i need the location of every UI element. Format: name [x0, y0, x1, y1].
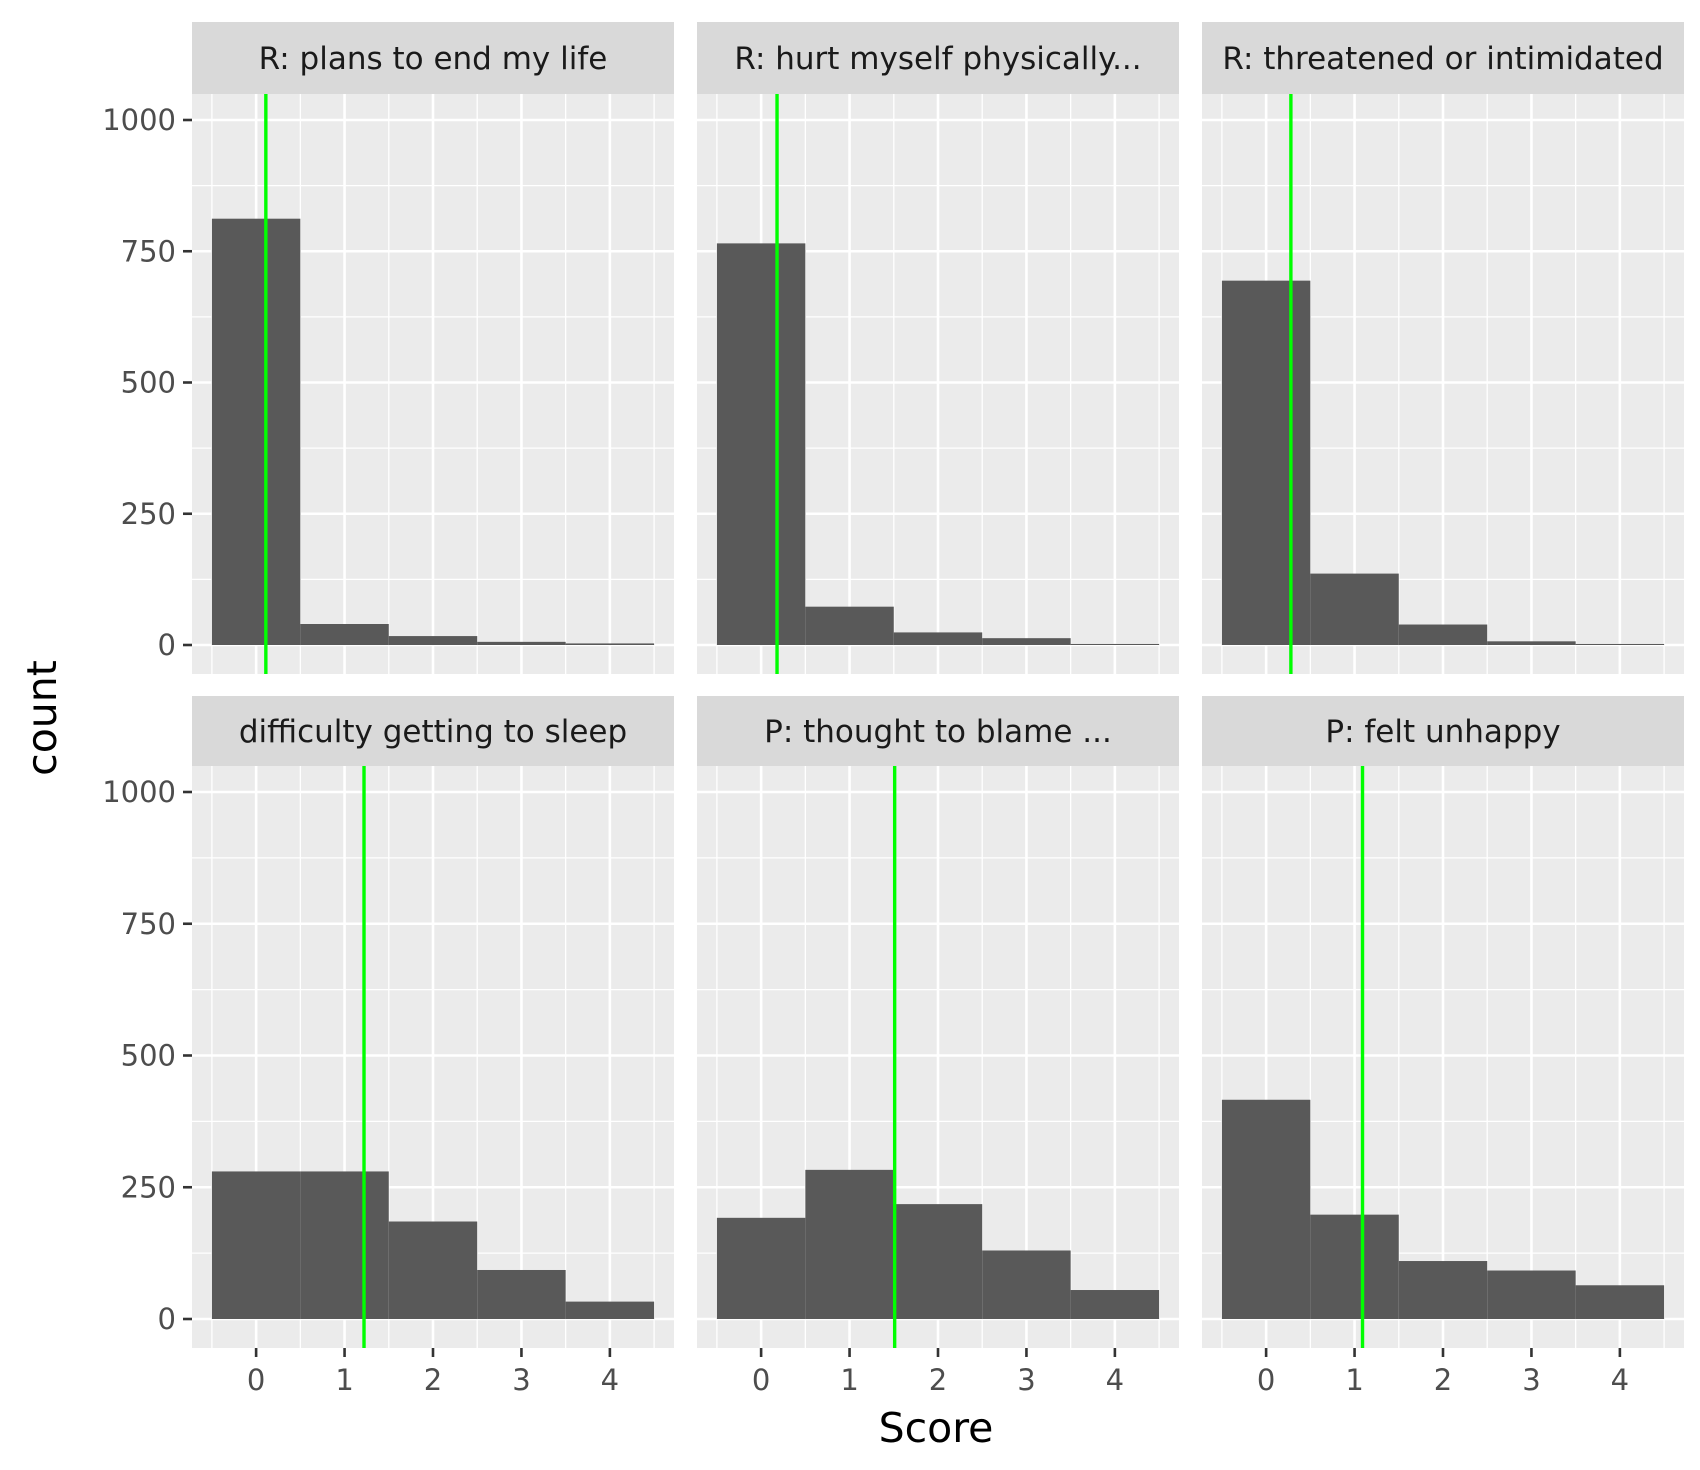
x-tick-label: 2 — [1434, 1363, 1452, 1397]
histogram-bar — [1221, 1099, 1311, 1319]
x-tick-label: 4 — [1106, 1363, 1124, 1397]
histogram-bar — [1310, 573, 1399, 645]
histogram-bar — [982, 1250, 1071, 1319]
x-tick-label: 0 — [752, 1363, 770, 1397]
histogram-bar — [300, 1171, 389, 1319]
histogram-bar — [388, 636, 478, 645]
y-tick-label: 750 — [121, 234, 176, 268]
histogram-bar — [982, 638, 1071, 645]
histogram-bar — [716, 1217, 806, 1319]
y-tick-label: 500 — [121, 1039, 176, 1073]
histogram-bar — [477, 1269, 566, 1319]
x-tick-label: 1 — [335, 1363, 353, 1397]
facet-panels: R: plans to end my life02505007501000R: … — [102, 22, 1684, 1397]
histogram-bar — [805, 1169, 894, 1319]
y-tick-label: 500 — [121, 366, 176, 400]
histogram-bar — [477, 641, 566, 645]
histogram-bar — [1575, 1285, 1665, 1319]
x-tick-label: 2 — [929, 1363, 947, 1397]
facet-strip-label: R: hurt myself physically... — [734, 41, 1141, 77]
histogram-bar — [893, 632, 983, 645]
facet-panel-2: R: hurt myself physically... — [697, 22, 1179, 674]
histogram-bar — [805, 606, 894, 645]
y-tick-label: 1000 — [102, 775, 176, 809]
histogram-bar — [1398, 1261, 1488, 1319]
facet-strip-label: R: threatened or intimidated — [1222, 41, 1663, 77]
histogram-bar — [1070, 1290, 1160, 1319]
facet-panel-6: P: felt unhappy 0 1 2 3 4 — [1202, 696, 1684, 1397]
x-tick-label: 4 — [1611, 1363, 1629, 1397]
x-tick-label: 2 — [424, 1363, 442, 1397]
histogram-bar — [1310, 1214, 1399, 1319]
histogram-bar — [1575, 643, 1665, 645]
y-tick-label: 250 — [121, 497, 176, 531]
x-tick-label: 1 — [840, 1363, 858, 1397]
x-tick-label: 3 — [512, 1363, 530, 1397]
facet-strip-label: difficulty getting to sleep — [239, 714, 627, 750]
histogram-bar — [1487, 1270, 1576, 1319]
x-axis-title: Score — [879, 1404, 994, 1452]
histogram-bar — [716, 243, 806, 645]
histogram-bar — [1070, 643, 1160, 645]
histogram-bar — [211, 218, 301, 645]
y-tick-label: 750 — [121, 907, 176, 941]
y-axis-title: count — [18, 660, 66, 776]
facet-strip-label: P: felt unhappy — [1325, 714, 1560, 750]
histogram-bar — [893, 1204, 983, 1319]
facet-strip — [192, 696, 674, 766]
y-tick-label: 250 — [121, 1170, 176, 1204]
x-tick-label: 0 — [1257, 1363, 1275, 1397]
histogram-bar — [300, 624, 389, 645]
x-tick-label: 0 — [247, 1363, 265, 1397]
facet-panel-5: P: thought to blame ... 0 1 2 3 4 — [697, 696, 1179, 1397]
histogram-bar — [1221, 280, 1311, 645]
facet-strip-label: R: plans to end my life — [259, 41, 608, 77]
histogram-bar — [1398, 624, 1488, 645]
histogram-bar — [565, 643, 655, 645]
facet-panel-1: R: plans to end my life 0 250 500 750 1000 — [102, 22, 674, 674]
facet-panel-3: R: threatened or intimidated — [1202, 22, 1684, 674]
x-tick-label: 4 — [601, 1363, 619, 1397]
histogram-bar — [565, 1301, 655, 1319]
histogram-bar — [1487, 641, 1576, 645]
y-tick-label: 1000 — [102, 103, 176, 137]
x-tick-label: 3 — [1522, 1363, 1540, 1397]
facet-panel-4: difficulty getting to sleep 0 250 500 750 100… — [102, 696, 674, 1397]
y-tick-label: 0 — [158, 1302, 176, 1336]
x-tick-label: 1 — [1345, 1363, 1363, 1397]
facet-strip — [192, 22, 674, 94]
facet-strip — [1202, 696, 1684, 766]
facet-strip-label: P: thought to blame ... — [764, 714, 1112, 750]
histogram-bar — [388, 1221, 478, 1319]
y-tick-label: 0 — [158, 628, 176, 662]
x-tick-label: 3 — [1017, 1363, 1035, 1397]
facet-strip — [697, 696, 1179, 766]
facet-strip — [1202, 22, 1684, 94]
facet-strip — [697, 22, 1179, 94]
histogram-bar — [211, 1171, 301, 1319]
